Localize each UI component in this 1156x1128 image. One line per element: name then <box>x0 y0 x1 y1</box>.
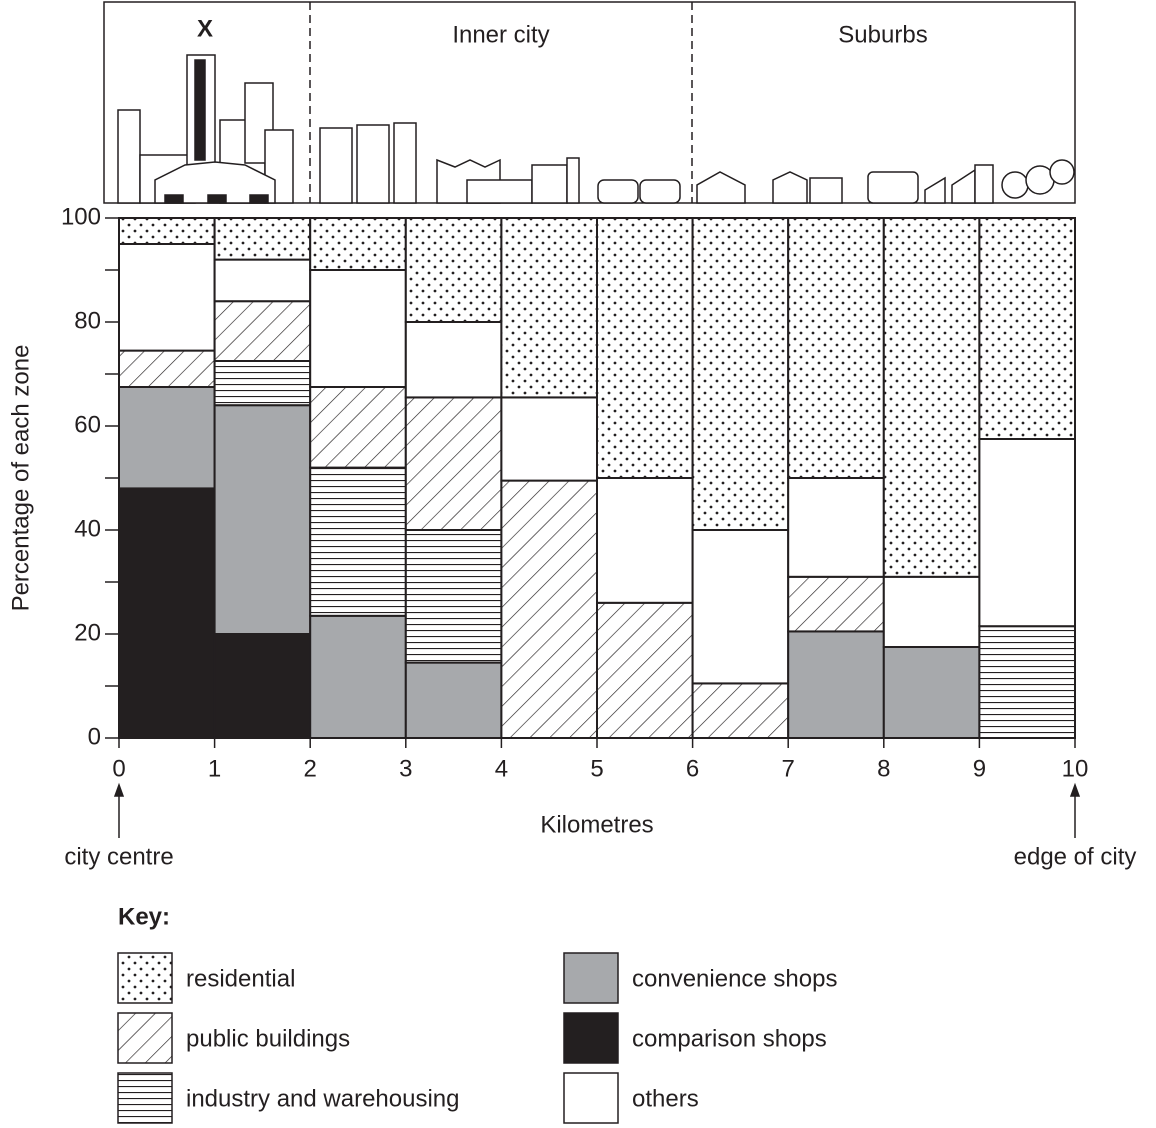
bar-segment <box>404 396 503 531</box>
bar-segment <box>691 529 790 685</box>
x-tick-label: 0 <box>112 755 125 782</box>
bar-segment <box>404 661 503 739</box>
zone-label: X <box>197 15 213 42</box>
bar-segment <box>309 614 407 739</box>
zone-label: Suburbs <box>838 21 927 48</box>
x-tick-label: 2 <box>304 755 317 782</box>
bar-segment <box>978 217 1077 440</box>
y-axis-label: Percentage of each zone <box>7 345 34 612</box>
bar-segment <box>691 682 790 740</box>
legend-label: comparison shops <box>632 1025 827 1052</box>
annotation: edge of city <box>1014 843 1137 870</box>
x-tick-label: 1 <box>208 755 221 782</box>
bar-segment <box>596 601 694 739</box>
bar-segment <box>118 217 216 245</box>
bar-segment <box>882 646 981 739</box>
bar-segment <box>978 438 1077 628</box>
bar-segment <box>309 269 407 388</box>
y-tick-label: 20 <box>74 619 101 646</box>
legend-label: public buildings <box>186 1025 350 1052</box>
bar-segment <box>787 477 885 578</box>
x-tick-label: 3 <box>399 755 412 782</box>
bar-segment <box>404 529 503 664</box>
bar-segment <box>309 386 407 469</box>
x-tick-label: 6 <box>686 755 699 782</box>
bar-segment <box>500 479 598 739</box>
legend-label: residential <box>186 965 295 992</box>
bar-segment <box>309 217 407 271</box>
legend-swatch <box>117 1012 173 1064</box>
legend-title: Key: <box>118 903 170 930</box>
bar-segment <box>500 396 598 482</box>
legend-swatch <box>563 1012 619 1064</box>
bar-segment <box>596 477 694 604</box>
bar-segment <box>118 487 216 739</box>
bar-segment <box>691 217 790 531</box>
y-tick-label: 80 <box>74 307 101 334</box>
x-axis-label: Kilometres <box>540 811 653 838</box>
bar-segment <box>500 217 598 399</box>
bar-segment <box>787 575 885 633</box>
x-tick-label: 8 <box>877 755 890 782</box>
bar-segment <box>787 630 885 740</box>
bar-segment <box>213 258 312 303</box>
bar-segment <box>309 466 407 617</box>
bar-segment <box>882 575 981 648</box>
bar-segment <box>882 217 981 578</box>
bar-segment <box>118 243 216 352</box>
legend-swatch <box>563 1072 619 1124</box>
x-tick-label: 5 <box>590 755 603 782</box>
x-tick-label: 7 <box>782 755 795 782</box>
x-tick-label: 10 <box>1062 755 1089 782</box>
legend-label: industry and warehousing <box>186 1085 460 1112</box>
legend-swatch <box>117 1072 173 1124</box>
x-tick-label: 9 <box>973 755 986 782</box>
x-tick-label: 4 <box>495 755 508 782</box>
y-tick-label: 60 <box>74 411 101 438</box>
bar-segment <box>118 386 216 490</box>
legend-label: convenience shops <box>632 965 837 992</box>
annotation: city centre <box>64 843 173 870</box>
bar-segment <box>213 217 312 261</box>
y-tick-label: 40 <box>74 515 101 542</box>
bar-segment <box>213 360 312 407</box>
y-tick-label: 0 <box>88 723 101 750</box>
y-tick-label: 100 <box>61 203 101 230</box>
legend-swatch <box>117 952 173 1004</box>
legend-swatch <box>563 952 619 1004</box>
legend-label: others <box>632 1085 699 1112</box>
bar-segment <box>596 217 694 479</box>
bar-segment <box>978 625 1077 740</box>
bar-segment <box>213 300 312 363</box>
bar-segment <box>213 404 312 636</box>
arrows <box>113 782 1081 838</box>
bar-segment <box>118 349 216 389</box>
bar-segment <box>787 217 885 479</box>
bar-segment <box>404 321 503 399</box>
zone-label: Inner city <box>452 21 549 48</box>
bar-segment <box>404 217 503 323</box>
bar-segment <box>213 633 312 739</box>
skyline <box>103 1 1076 204</box>
